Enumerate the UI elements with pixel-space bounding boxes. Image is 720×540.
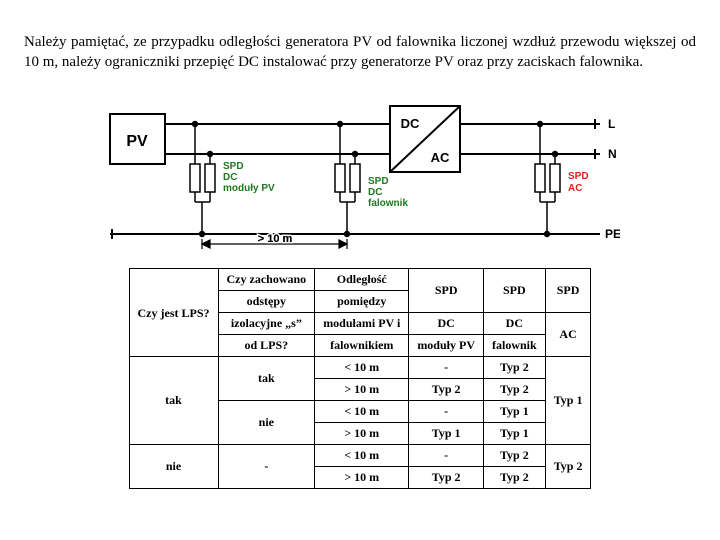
svg-text:PV: PV: [126, 133, 148, 150]
row-lps-nie: nie: [129, 445, 218, 489]
svg-text:SPD: SPD: [568, 171, 589, 182]
spd-dc-pv: [190, 122, 215, 237]
svg-text:DC: DC: [223, 172, 237, 183]
spd-ac: [535, 122, 560, 237]
intro-paragraph: Należy pamiętać, ze przypadku odległości…: [24, 33, 696, 72]
spd-dc-inverter: [335, 122, 360, 237]
svg-text:AC: AC: [568, 183, 582, 194]
pv-system-diagram: PV DC AC L N PE SPD DC moduły PV: [100, 84, 620, 254]
col-lps: Czy jest LPS?: [129, 269, 218, 357]
svg-text:N: N: [608, 147, 617, 161]
svg-text:DC: DC: [401, 116, 420, 131]
svg-text:SPD: SPD: [223, 161, 244, 172]
svg-text:falownik: falownik: [368, 198, 408, 209]
svg-text:AC: AC: [431, 150, 450, 165]
spd-selection-table: Czy jest LPS? Czy zachowano Odległość SP…: [129, 268, 592, 489]
svg-text:SPD: SPD: [368, 176, 389, 187]
row-lps-tak: tak: [129, 357, 218, 445]
svg-text:> 10 m: > 10 m: [258, 233, 293, 245]
svg-text:L: L: [608, 117, 615, 131]
svg-text:moduły PV: moduły PV: [223, 183, 275, 194]
svg-text:DC: DC: [368, 187, 382, 198]
svg-text:PE: PE: [605, 227, 620, 241]
